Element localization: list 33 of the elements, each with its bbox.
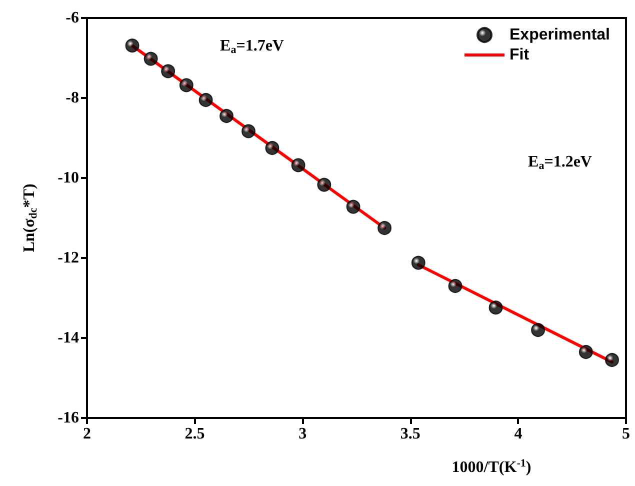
y-tick-label: -6 [66, 10, 79, 26]
y-tick-label: -14 [58, 330, 79, 346]
y-axis-title: Ln(σdc*T) [21, 184, 40, 252]
point [198, 93, 213, 107]
point [220, 109, 234, 123]
point [346, 200, 360, 214]
point [448, 279, 462, 293]
point [378, 221, 392, 235]
point [291, 158, 306, 172]
point [605, 353, 619, 367]
y-tick-label: -10 [58, 170, 79, 186]
y-tick-label: -12 [58, 250, 79, 266]
x-tick-label: 4 [514, 426, 522, 442]
point [488, 300, 503, 315]
point [265, 141, 280, 155]
point [179, 78, 194, 92]
point [411, 256, 426, 270]
point [125, 38, 140, 53]
y-tick-label: -16 [58, 410, 79, 426]
x-tick-label: 3 [298, 426, 307, 442]
x-tick-label: 2.5 [184, 426, 205, 442]
legend-label: Experimental [510, 26, 610, 44]
legend-label: Fit [510, 46, 530, 64]
x-tick-label: 5 [622, 426, 630, 442]
point [317, 178, 332, 192]
x-tick-label: 3.5 [400, 426, 420, 442]
point [144, 52, 158, 66]
point [578, 345, 593, 359]
x-tick-label: 2 [83, 426, 91, 442]
point [161, 64, 176, 78]
y-tick-label: -8 [66, 90, 79, 106]
point [531, 323, 546, 337]
point [242, 124, 256, 138]
